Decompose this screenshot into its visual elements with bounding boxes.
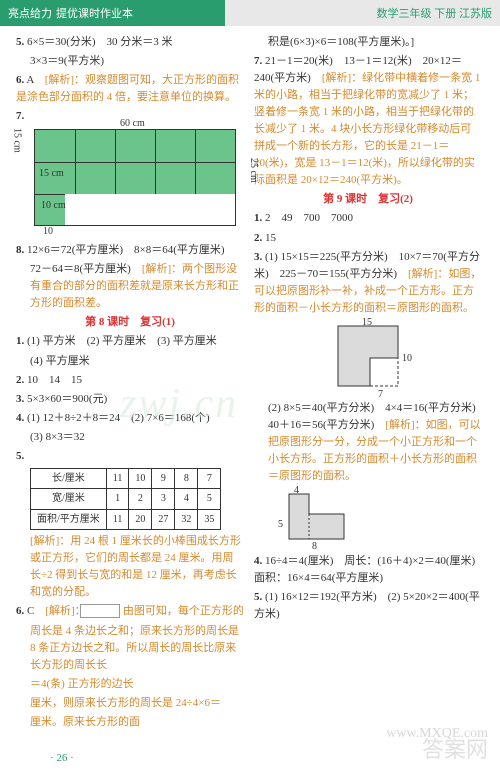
r6-i: 厘米。原来长方形的面	[30, 716, 140, 728]
r3-num: 3.	[16, 393, 24, 405]
rr4-text: 16÷4＝4(厘米) 周长：(16＋4)×2＝40(厘米) 面积：16×4＝64…	[254, 555, 486, 584]
dim-bl: 10 cm	[41, 198, 66, 214]
section-8: 第 8 课时 复习(1)	[16, 314, 244, 331]
cell: 20	[129, 509, 152, 530]
figure-2: 15 10 7	[328, 321, 408, 396]
cell: 3	[152, 489, 175, 510]
right-top: 积是(6×3)×6＝108(平方厘米)。]	[254, 34, 482, 51]
r5-analysis: [解析]：用 24 根 1 厘米长的小棒围成长方形或正方形，它们的周长都是 24…	[16, 533, 244, 601]
dim-left: 15 cm	[39, 166, 64, 182]
r4-num: 4.	[16, 412, 24, 424]
rq7-analysis: [解析]：绿化带中横着修一条宽 1 米的小路，相当于把绿化带的宽减少了 1 米；…	[254, 72, 480, 186]
q5-text: 6×5＝30(分米) 30 分米＝3 米	[27, 36, 173, 48]
r6-a1: [解析]：	[45, 605, 80, 617]
rq7-num: 7.	[254, 55, 262, 67]
page-number: · 26 ·	[50, 752, 74, 764]
q5-num: 5.	[16, 36, 24, 48]
rr5-text: (1) 16×12＝192(平方米) (2) 5×20×2＝400(平方米)	[254, 591, 480, 620]
cell: 8	[175, 468, 198, 489]
r6-e: ＝4(条) 正方形的边长	[30, 678, 134, 690]
subtitle: 提优课时作业本	[56, 5, 133, 21]
r1-line2: (4) 平方厘米	[16, 353, 244, 370]
r6-a3: 由图可知，每个正方形的	[123, 605, 244, 617]
r6-num: 6.	[16, 605, 24, 617]
dim7: 7	[378, 387, 383, 403]
r4-line2: (3) 8×3＝32	[16, 429, 244, 446]
q8-num: 8.	[16, 244, 24, 256]
r6-ans: C	[24, 605, 45, 617]
header-right: 数学三年级 下册 江苏版	[377, 5, 493, 21]
cell: 2	[129, 489, 152, 510]
table-row: 长/厘米 11 10 9 8 7	[31, 468, 221, 489]
rr1-num: 1.	[254, 212, 262, 224]
r4-text: (1) 12＋8÷2＋8＝24 (2) 7×6＝168(个)	[27, 412, 210, 424]
figure-1: 60 cm 15 cm 15 cm 25 cm 10 cm 10	[34, 129, 236, 226]
right-column: 积是(6×3)×6＝108(平方厘米)。] 7. 21－1＝20(米) 13－1…	[254, 32, 482, 752]
page: 亮点给力 提优课时作业本 数学三年级 下册 江苏版 zwj.cn 5. 6×5＝…	[0, 0, 500, 772]
q8-line2: 72－64＝8(平方厘米)	[30, 263, 142, 275]
r2-num: 2.	[16, 374, 24, 386]
q6-num: 6.	[16, 74, 24, 86]
dim-bl2: 10	[43, 224, 53, 240]
r2-text: 10 14 15	[27, 374, 82, 386]
left-column: 5. 6×5＝30(分米) 30 分米＝3 米 3×3＝9(平方米) 6. A …	[16, 32, 244, 752]
table-row: 宽/厘米 1 2 3 4 5	[31, 489, 221, 510]
table-row: 面积/平方厘米 11 20 27 32 35	[31, 509, 221, 530]
section-9: 第 9 课时 复习(2)	[254, 191, 482, 208]
dim-right: 25 cm	[246, 158, 262, 183]
cell: 10	[129, 468, 152, 489]
rr1-text: 2 49 700 7000	[265, 212, 353, 224]
dim4: 4	[294, 483, 299, 499]
r5-num: 5.	[16, 450, 24, 462]
r1-text: (1) 平方米 (2) 平方厘米 (3) 平方厘米	[27, 335, 217, 347]
dim10: 10	[402, 351, 412, 367]
q6-analysis: [解析]：观察题图可知，大正方形的面积是涂色部分面积的 4 倍，要注意单位的换算…	[16, 74, 239, 103]
dim-top: 60 cm	[120, 116, 145, 132]
r6-g: 厘米，则原来长方形的周长是 24÷4×6＝	[30, 697, 221, 709]
box-icon	[80, 604, 120, 618]
cell: 4	[175, 489, 198, 510]
cell: 11	[106, 468, 129, 489]
r1-num: 1.	[16, 335, 24, 347]
rr2-num: 2.	[254, 232, 262, 244]
brand: 亮点给力	[8, 5, 52, 21]
r6-b: 周长是 4 条边长之和；原来长方形的周长是 8 条正方边长之和。所以周长的周长比…	[16, 623, 244, 674]
header-left: 亮点给力 提优课时作业本	[8, 5, 133, 21]
cell: 32	[175, 509, 198, 530]
cell: 面积/平方厘米	[31, 509, 107, 530]
cell: 5	[198, 489, 221, 510]
content: 5. 6×5＝30(分米) 30 分米＝3 米 3×3＝9(平方米) 6. A …	[0, 26, 500, 752]
table-r5: 长/厘米 11 10 9 8 7 宽/厘米 1 2 3 4 5 面积/平方厘米	[30, 468, 221, 531]
cell: 长/厘米	[31, 468, 107, 489]
figure-3: 4 5 8	[284, 489, 354, 549]
cell: 11	[106, 509, 129, 530]
rr5-num: 5.	[254, 591, 262, 603]
q6-ans: A	[24, 74, 44, 86]
dim8: 8	[312, 539, 317, 555]
rr3-num: 3.	[254, 251, 262, 263]
cell: 宽/厘米	[31, 489, 107, 510]
cell: 27	[152, 509, 175, 530]
q8-text: 12×6＝72(平方厘米) 8×8＝64(平方厘米)	[27, 244, 225, 256]
r3-text: 5×3×60＝900(元)	[27, 393, 107, 405]
dim-left2: 15 cm	[9, 128, 25, 153]
dim5: 5	[278, 517, 283, 533]
q7-num: 7.	[16, 110, 24, 122]
cell: 1	[106, 489, 129, 510]
cell: 9	[152, 468, 175, 489]
header: 亮点给力 提优课时作业本 数学三年级 下册 江苏版	[0, 0, 500, 26]
q5-line2: 3×3＝9(平方米)	[16, 53, 244, 70]
dim15: 15	[362, 315, 372, 331]
cell: 7	[198, 468, 221, 489]
watermark-brand: 答案网	[422, 732, 488, 764]
rr4-num: 4.	[254, 555, 262, 567]
cell: 35	[198, 509, 221, 530]
rr2-text: 15	[265, 232, 276, 244]
